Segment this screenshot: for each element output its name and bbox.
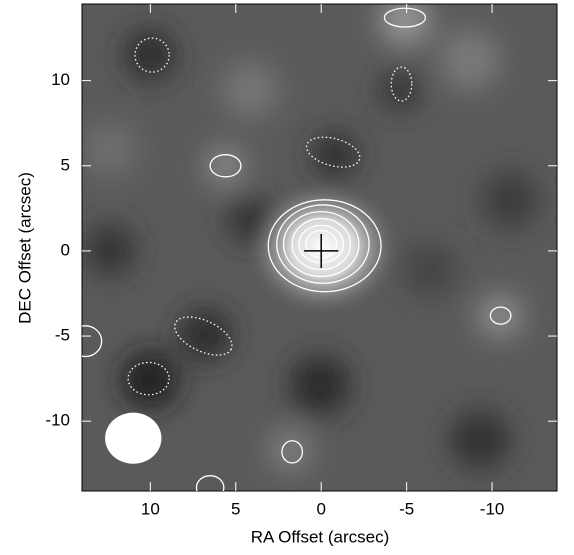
contour xyxy=(305,136,361,168)
y-tick-label: 5 xyxy=(61,155,70,174)
x-tick-label: 5 xyxy=(231,499,240,518)
contour xyxy=(195,475,225,491)
contour xyxy=(383,7,427,28)
y-tick-label: 10 xyxy=(51,70,70,89)
contour xyxy=(174,316,233,356)
y-axis-label: DEC Offset (arcsec) xyxy=(15,172,34,324)
contour xyxy=(134,37,170,73)
beam xyxy=(105,412,162,464)
contour xyxy=(209,154,242,178)
contour xyxy=(390,66,413,102)
contour xyxy=(267,199,382,293)
y-tick-label: 0 xyxy=(61,240,70,259)
x-tick-label: 10 xyxy=(141,499,160,518)
contour xyxy=(82,325,103,358)
contour xyxy=(291,217,351,271)
x-axis-label: RA Offset (arcsec) xyxy=(251,527,390,546)
contour xyxy=(276,204,370,284)
x-tick-label: -5 xyxy=(399,499,414,518)
x-tick-label: 0 xyxy=(316,499,325,518)
plot-frame xyxy=(81,3,558,492)
image xyxy=(82,4,557,491)
y-tick-label: -10 xyxy=(45,411,70,430)
contour xyxy=(281,440,304,464)
contours xyxy=(82,7,512,491)
contour xyxy=(127,361,170,396)
y-tick-label: -5 xyxy=(55,326,70,345)
contour xyxy=(489,306,512,325)
contour xyxy=(282,211,360,278)
x-tick-label: -10 xyxy=(480,499,505,518)
